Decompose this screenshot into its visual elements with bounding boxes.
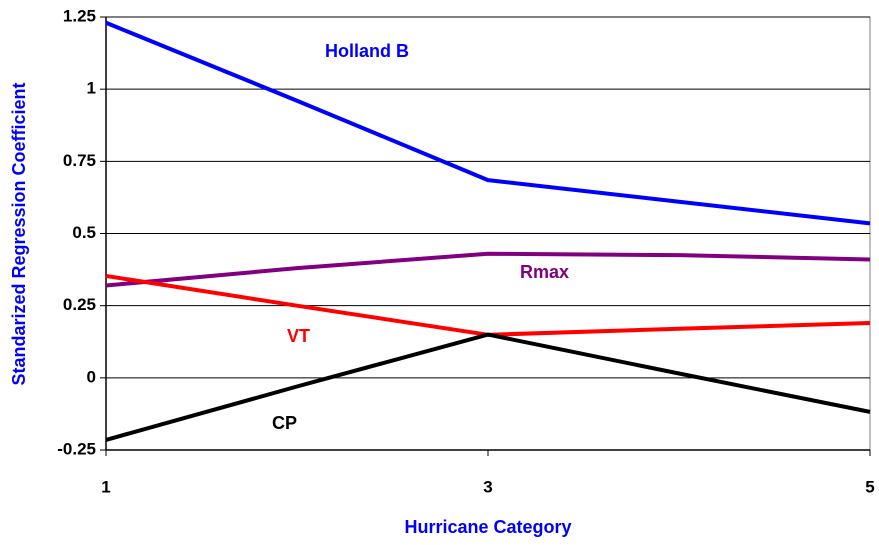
x-tick-label: 5: [865, 477, 874, 496]
y-tick-label: 0.75: [63, 151, 96, 170]
x-tick-label: 3: [483, 477, 492, 496]
y-tick-label: 0.25: [63, 295, 96, 314]
x-tick-label: 1: [101, 477, 110, 496]
series-line: [105, 20, 871, 226]
x-axis-label: Hurricane Category: [404, 517, 571, 537]
series-label: CP: [272, 413, 297, 433]
series-label: Holland B: [325, 41, 409, 61]
y-axis-label: Standarized Regression Coefficient: [9, 82, 29, 385]
y-tick-label: 1: [87, 79, 96, 98]
y-tick-label: -0.25: [57, 439, 96, 458]
y-tick-label: 1.25: [63, 6, 96, 25]
series-line: [105, 251, 871, 288]
y-tick-label: 0.5: [72, 223, 96, 242]
series-line: [105, 332, 871, 442]
y-tick-label: 0: [87, 367, 96, 386]
series-label: Rmax: [520, 262, 569, 282]
series-label: VT: [287, 326, 310, 346]
